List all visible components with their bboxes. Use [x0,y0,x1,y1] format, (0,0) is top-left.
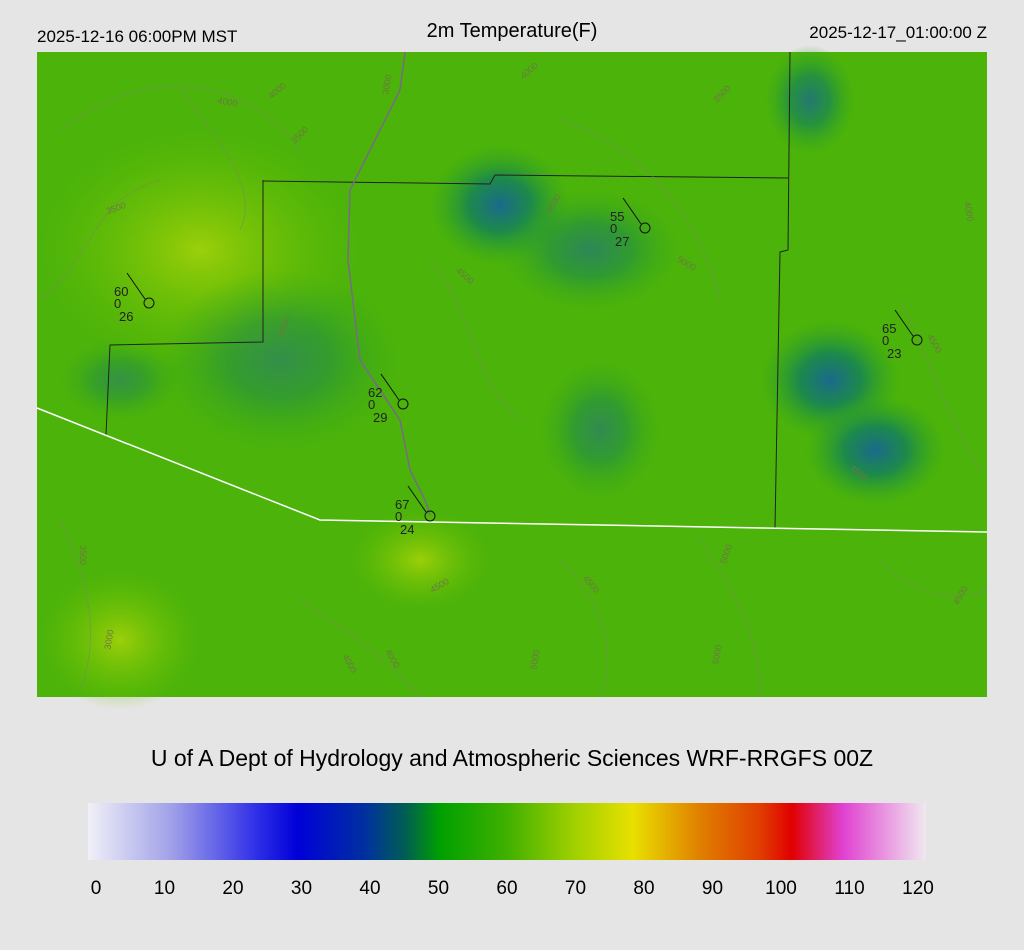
station-temperature: 60 [114,284,128,299]
station-precip: 0 [882,333,889,348]
station-precip: 0 [610,221,617,236]
station-precip: 0 [368,397,375,412]
station-temperature: 62 [368,385,382,400]
colorbar-tick-label: 60 [496,878,517,899]
utc-time: 2025-12-17_01:00:00 Z [809,23,987,42]
station-dewpoint: 26 [119,309,133,324]
colorbar [88,803,926,860]
colorbar-ticks: 0 10 20 30 40 50 60 70 80 90 100 110 120 [91,878,934,899]
station-temperature: 55 [610,209,624,224]
station-temperature: 65 [882,321,896,336]
wind-barb [622,197,642,225]
footer-credit: U of A Dept of Hydrology and Atmospheric… [151,745,873,771]
wind-barb [894,309,914,337]
colorbar-tick-label: 80 [633,878,654,899]
contour-label: 5000 [710,644,723,665]
colorbar-tick-label: 40 [359,878,380,899]
colorbar-tick-label: 110 [834,878,864,899]
colorbar-tick-label: 20 [222,878,243,899]
station-marker [639,222,651,234]
contour-label: 5000 [528,649,541,670]
station-dewpoint: 29 [373,410,387,425]
station-dewpoint: 27 [615,234,629,249]
station-temperature: 67 [395,497,409,512]
station-precip: 0 [114,296,121,311]
colorbar-tick-label: 70 [565,878,586,899]
station-precip: 0 [395,509,402,524]
colorbar-tick-label: 90 [702,878,723,899]
colorbar-tick-label: 50 [428,878,449,899]
contour-label: 3500 [78,545,88,565]
contour-label: 3000 [102,629,115,650]
wind-barb [380,373,400,401]
station-marker [397,398,409,410]
wind-barb [407,485,427,513]
contour-label: 3000 [380,74,393,95]
contour-label: 4000 [962,201,975,222]
contour-label: 4000 [217,95,238,108]
local-time: 2025-12-16 06:00PM MST [37,27,237,46]
map-title: 2m Temperature(F) [427,20,598,42]
colorbar-tick-label: 30 [291,878,312,899]
station-marker [424,510,436,522]
colorbar-tick-label: 10 [154,878,175,899]
station-dewpoint: 23 [887,346,901,361]
station-marker [143,297,155,309]
colorbar-tick-label: 120 [902,878,934,899]
colorbar-tick-label: 100 [765,878,797,899]
station-marker [911,334,923,346]
map [36,45,988,710]
colorbar-tick-label: 0 [91,878,102,899]
wind-barb [126,272,146,300]
station-dewpoint: 24 [400,522,414,537]
